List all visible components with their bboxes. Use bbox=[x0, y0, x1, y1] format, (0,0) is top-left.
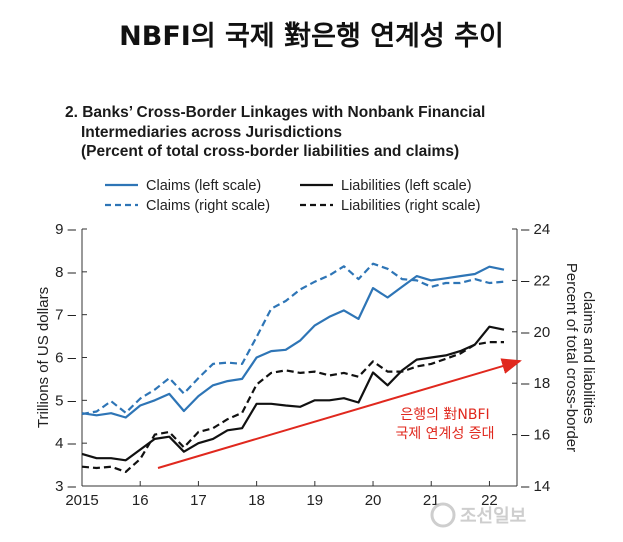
legend-label-claims-right: Claims (right scale) bbox=[146, 198, 270, 214]
axes: 3 – 4 – 5 – 6 – 7 – 8 – 9 – – 14 – 16 – 18 – 20 – 2… bbox=[35, 221, 597, 509]
right-tick-label: – 20 bbox=[521, 324, 550, 341]
watermark: 조선일보 bbox=[430, 502, 526, 528]
chart-title-line2: Intermediaries across Jurisdictions bbox=[81, 123, 343, 141]
right-tick-label: – 22 bbox=[521, 272, 550, 289]
legend-label-claims-left: Claims (left scale) bbox=[146, 178, 261, 194]
trend-arrow bbox=[157, 358, 522, 469]
series-line-liabilities-right-scale bbox=[81, 341, 504, 473]
x-tick-label: 16 bbox=[132, 492, 149, 509]
right-tick-label: – 18 bbox=[521, 375, 550, 392]
chart-title: 2. Banks’ Cross-Border Linkages with Non… bbox=[65, 103, 485, 162]
x-tick-label: 22 bbox=[481, 492, 498, 509]
series-line-claims-left-scale bbox=[81, 265, 505, 419]
x-tick-label: 17 bbox=[190, 492, 207, 509]
left-tick-label: 6 – bbox=[55, 350, 77, 367]
right-tick-label: – 16 bbox=[521, 427, 550, 444]
series-line-claims-right-scale bbox=[81, 262, 505, 416]
watermark-text: 조선일보 bbox=[460, 506, 526, 527]
x-tick-label: 20 bbox=[365, 492, 382, 509]
left-tick-label: 7 – bbox=[55, 307, 77, 324]
left-tick-label: 5 – bbox=[55, 392, 77, 409]
series-line-liabilities-left-scale bbox=[81, 325, 505, 462]
x-tick-label: 2015 bbox=[65, 492, 98, 509]
annotation-line2: 국제 연계성 증대 bbox=[395, 426, 494, 442]
left-tick-label: 4 – bbox=[55, 435, 77, 452]
x-tick-label: 21 bbox=[423, 492, 440, 509]
series-group bbox=[81, 262, 505, 473]
legend-label-liabilities-left: Liabilities (left scale) bbox=[341, 178, 472, 194]
right-tick-label: – 14 bbox=[521, 478, 550, 495]
annotation-line1: 은행의 對NBFI bbox=[400, 407, 489, 423]
left-tick-label: 9 – bbox=[55, 221, 77, 238]
right-tick-label: – 24 bbox=[521, 221, 550, 238]
headline: NBFI의 국제 對은행 연계성 추이 bbox=[119, 21, 504, 52]
watermark-logo-icon bbox=[430, 502, 456, 528]
legend-label-liabilities-right: Liabilities (right scale) bbox=[341, 198, 480, 214]
left-tick-label: 8 – bbox=[55, 264, 77, 281]
x-tick-label: 19 bbox=[306, 492, 323, 509]
x-tick-label: 18 bbox=[248, 492, 265, 509]
y-axis-label-left: Trillions of US dollars bbox=[35, 287, 52, 428]
legend: Claims (left scale) Liabilities (left sc… bbox=[105, 178, 480, 214]
chart-title-line3: (Percent of total cross-border liabiliti… bbox=[81, 143, 460, 160]
y-axis-label-right: Percent of total cross-borderclaims and … bbox=[563, 263, 597, 452]
left-tick-label: 3 – bbox=[55, 478, 77, 495]
chart-title-line1: 2. Banks’ Cross-Border Linkages with Non… bbox=[65, 104, 486, 121]
